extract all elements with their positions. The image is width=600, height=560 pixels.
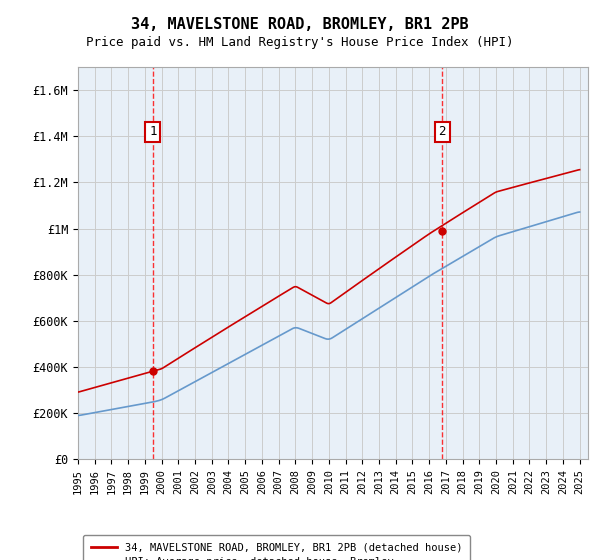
Text: 2: 2 [438, 125, 446, 138]
Text: Price paid vs. HM Land Registry's House Price Index (HPI): Price paid vs. HM Land Registry's House … [86, 36, 514, 49]
Text: 34, MAVELSTONE ROAD, BROMLEY, BR1 2PB: 34, MAVELSTONE ROAD, BROMLEY, BR1 2PB [131, 17, 469, 32]
Text: 1: 1 [149, 125, 157, 138]
Legend: 34, MAVELSTONE ROAD, BROMLEY, BR1 2PB (detached house), HPI: Average price, deta: 34, MAVELSTONE ROAD, BROMLEY, BR1 2PB (d… [83, 535, 470, 560]
